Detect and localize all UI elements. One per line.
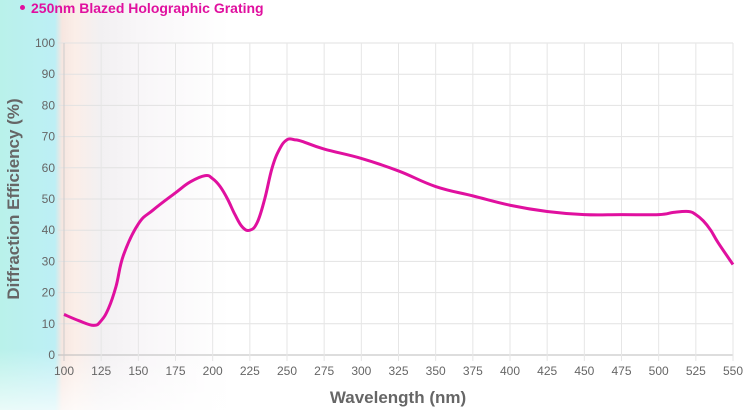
legend-item[interactable]: 250nm Blazed Holographic Grating (20, 0, 264, 16)
series-line (63, 137, 735, 327)
legend-marker-icon (20, 4, 25, 10)
x-tick-label: 350 (426, 364, 446, 378)
legend-label: 250nm Blazed Holographic Grating (31, 0, 264, 16)
x-tick-label: 300 (351, 364, 371, 378)
x-tick-label: 175 (165, 364, 185, 378)
x-tick-label: 375 (463, 364, 483, 378)
y-tick-label: 90 (42, 67, 56, 81)
x-tick-label: 425 (537, 364, 557, 378)
x-tick-label: 450 (574, 364, 594, 378)
x-tick-label: 475 (611, 364, 631, 378)
x-tick-label: 150 (128, 364, 148, 378)
y-tick-label: 70 (42, 130, 56, 144)
x-tick-label: 525 (686, 364, 706, 378)
x-tick-label: 400 (500, 364, 520, 378)
x-tick-label: 550 (723, 364, 743, 378)
y-tick-label: 100 (35, 36, 55, 50)
y-tick-label: 20 (42, 286, 56, 300)
y-tick-label: 10 (42, 317, 56, 331)
x-tick-label: 325 (388, 364, 408, 378)
y-tick-label: 50 (42, 192, 56, 206)
x-tick-label: 100 (54, 364, 74, 378)
x-tick-label: 275 (314, 364, 334, 378)
y-tick-label: 80 (42, 98, 56, 112)
y-tick-label: 40 (42, 223, 56, 237)
x-tick-label: 200 (203, 364, 223, 378)
x-tick-label: 125 (91, 364, 111, 378)
x-axis-label: Wavelength (nm) (330, 388, 466, 407)
x-tick-label: 225 (240, 364, 260, 378)
y-tick-label: 60 (42, 161, 56, 175)
y-tick-label: 0 (48, 348, 55, 362)
y-tick-label: 30 (42, 254, 56, 268)
x-tick-label: 250 (277, 364, 297, 378)
x-tick-label: 500 (649, 364, 669, 378)
y-axis-label: Diffraction Efficiency (%) (4, 98, 23, 299)
